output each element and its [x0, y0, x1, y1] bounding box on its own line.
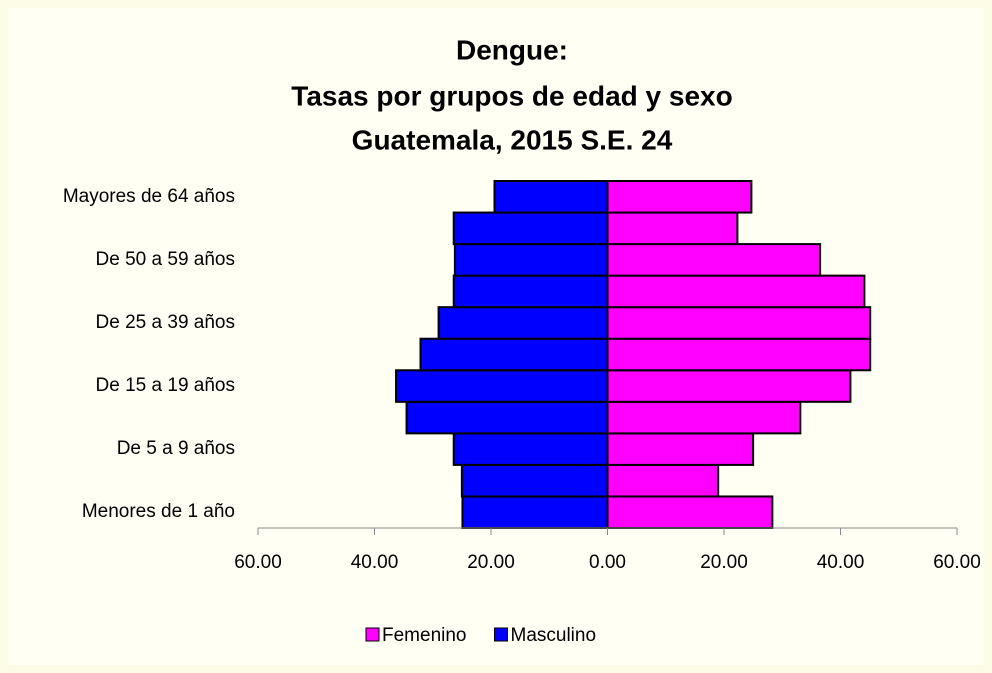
legend-swatch: [494, 627, 508, 642]
legend-label: Masculino: [511, 625, 597, 646]
bar: [606, 211, 739, 246]
bar: [606, 463, 720, 498]
bar: [437, 306, 609, 340]
bar: [460, 463, 609, 498]
x-tick-label: 40.00: [817, 552, 865, 573]
bar: [453, 243, 609, 277]
x-tick-label: 0.00: [589, 552, 626, 573]
bar: [419, 337, 609, 372]
x-tick-label: 40.00: [351, 552, 399, 573]
bar: [606, 369, 852, 403]
bar: [606, 432, 755, 466]
bar: [452, 432, 609, 466]
bar: [606, 180, 753, 214]
x-tick-label: 20.00: [467, 552, 515, 573]
bar: [395, 369, 609, 403]
bar: [606, 274, 866, 309]
chart-title: Dengue:: [456, 34, 568, 65]
x-tick-label: 60.00: [933, 552, 981, 573]
bar: [606, 337, 872, 372]
bar: [606, 306, 872, 340]
y-tick-label: Menores de 1 año: [82, 501, 235, 522]
y-tick-label: Mayores de 64 años: [63, 186, 235, 207]
bar: [606, 400, 802, 435]
bar: [461, 495, 609, 530]
chart-title: Guatemala, 2015 S.E. 24: [352, 124, 673, 155]
y-tick-label: De 50 a 59 años: [96, 249, 235, 270]
bar: [452, 211, 609, 246]
bar: [606, 243, 822, 277]
bar: [405, 400, 609, 435]
x-tick-label: 60.00: [234, 552, 282, 573]
y-tick-label: De 25 a 39 años: [96, 312, 235, 333]
legend-swatch: [365, 627, 380, 642]
chart-title: Tasas por grupos de edad y sexo: [291, 80, 732, 111]
legend-label: Femenino: [382, 625, 467, 646]
x-tick-label: 20.00: [700, 552, 748, 573]
bar: [606, 495, 774, 530]
y-tick-label: De 5 a 9 años: [117, 438, 235, 459]
bar: [493, 180, 609, 214]
bar: [452, 274, 609, 309]
y-tick-label: De 15 a 19 años: [96, 375, 235, 396]
